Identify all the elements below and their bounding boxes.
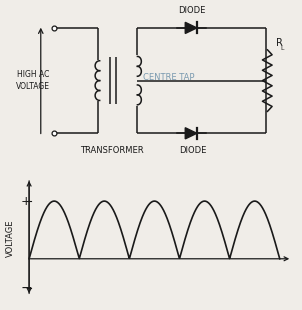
Text: TRANSFORMER: TRANSFORMER (80, 146, 143, 155)
Text: HIGH AC
VOLTAGE: HIGH AC VOLTAGE (16, 70, 50, 91)
Text: CENTRE TAP: CENTRE TAP (143, 73, 195, 82)
Text: DIODE: DIODE (178, 6, 205, 16)
Text: L: L (280, 46, 284, 51)
Text: +: + (21, 195, 31, 208)
Polygon shape (185, 22, 197, 33)
Polygon shape (185, 128, 197, 139)
Text: VOLTAGE: VOLTAGE (5, 220, 14, 257)
Text: DIODE: DIODE (180, 146, 207, 155)
Text: −: − (20, 281, 32, 294)
Text: R: R (276, 38, 283, 48)
